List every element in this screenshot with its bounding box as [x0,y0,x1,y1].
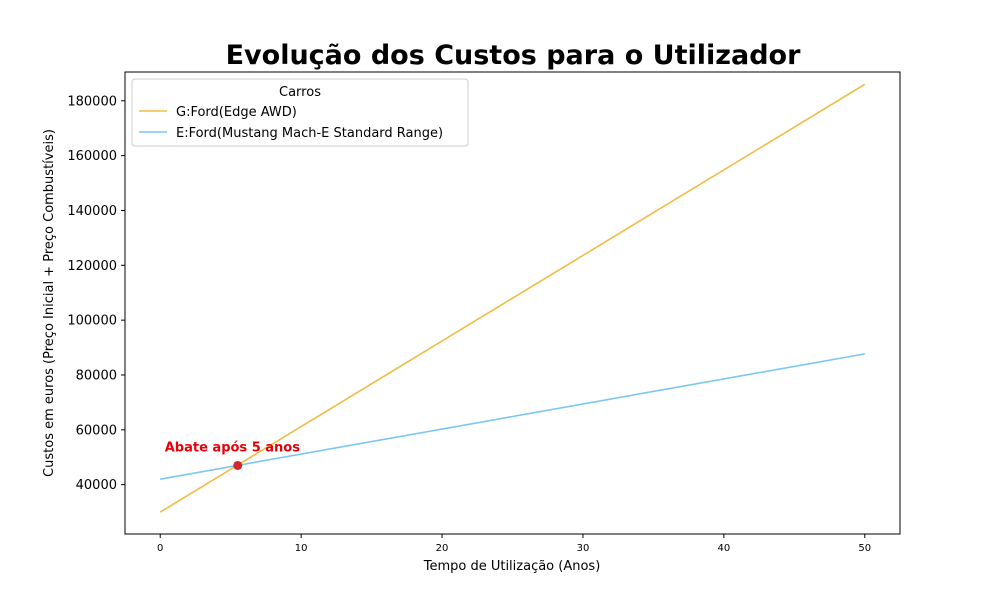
y-tick-label: 140000 [67,204,117,219]
y-tick-label: 160000 [67,149,117,164]
chart-title: Evolução dos Custos para o Utilizador [226,40,801,71]
legend-label-1: E:Ford(Mustang Mach-E Standard Range) [176,126,443,141]
y-tick-label: 40000 [76,478,117,493]
intersection-marker [233,460,243,470]
y-tick-label: 80000 [76,368,117,383]
x-axis-label: Tempo de Utilização (Anos) [423,559,601,574]
legend: Carros G:Ford(Edge AWD) E:Ford(Mustang M… [131,78,469,147]
legend-label-0: G:Ford(Edge AWD) [176,105,297,120]
x-tick-label: 0 [157,543,163,554]
annotation-label: Abate após 5 anos [165,440,300,455]
x-tick-label: 50 [858,543,871,554]
y-tick-label: 120000 [67,259,117,274]
x-tick-label: 10 [295,543,308,554]
legend-box [131,78,469,147]
plot-area [124,71,901,535]
legend-title: Carros [279,85,321,100]
x-axis: 0 10 20 30 40 50 [157,534,871,554]
y-tick-label: 60000 [76,423,117,438]
x-tick-label: 40 [717,543,730,554]
y-axis-label: Custos em euros (Preço Inicial + Preço C… [42,129,57,477]
y-axis: 40000 60000 80000 100000 120000 140000 160000 1… [67,94,125,493]
x-tick-label: 20 [436,543,449,554]
y-tick-label: 100000 [67,314,117,329]
series-line-1 [160,353,865,480]
y-tick-label: 180000 [67,94,117,109]
series-line-0 [159,83,866,513]
annotation: Abate após 5 anos [165,440,300,470]
series-layer [159,83,866,513]
x-tick-label: 30 [577,543,590,554]
